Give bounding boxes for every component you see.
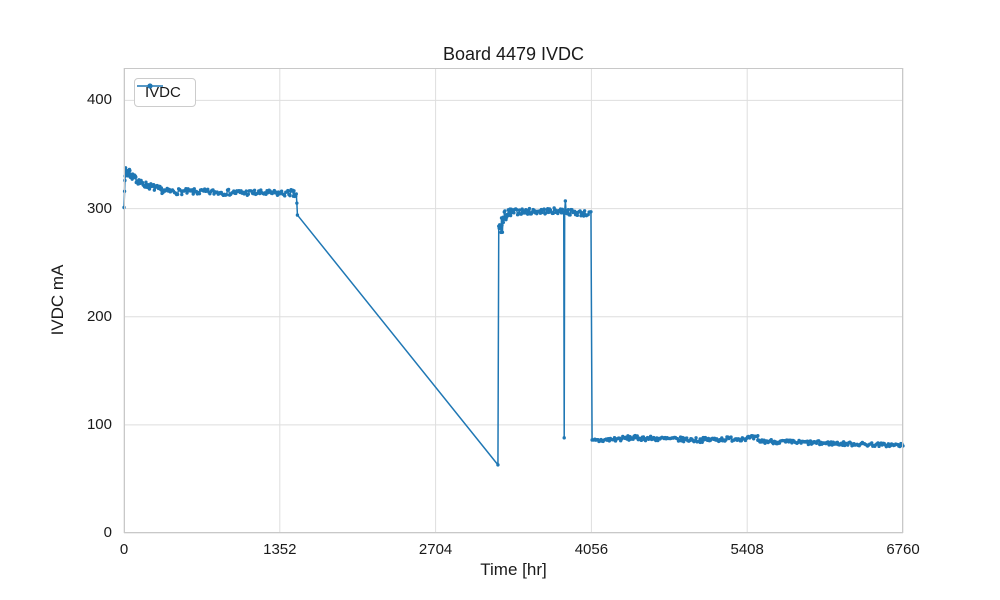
y-tick-label: 200 (86, 307, 112, 325)
legend: IVDC (134, 78, 196, 107)
legend-line-marker-icon (137, 83, 163, 89)
x-tick-label: 6760 (886, 541, 920, 558)
x-tick-label: 4056 (574, 541, 609, 558)
chart-title: Board 4479 IVDC (442, 44, 585, 64)
plot-area: IVDC (122, 68, 905, 534)
x-tick-label: 5408 (730, 541, 764, 558)
y-tick-label: 100 (86, 415, 112, 433)
y-tick-label: 300 (86, 199, 112, 217)
x-tick-label: 1352 (263, 541, 297, 558)
legend-label: IVDC (145, 84, 181, 101)
y-axis-label: IVDC mA (48, 264, 67, 336)
x-tick-label: 0 (119, 541, 129, 558)
plot-canvas (122, 68, 905, 534)
y-tick-label: 0 (103, 524, 112, 541)
x-axis-label: Time [hr] (480, 560, 547, 579)
y-tick-label: 400 (86, 91, 112, 109)
x-tick-label: 2704 (418, 541, 453, 558)
